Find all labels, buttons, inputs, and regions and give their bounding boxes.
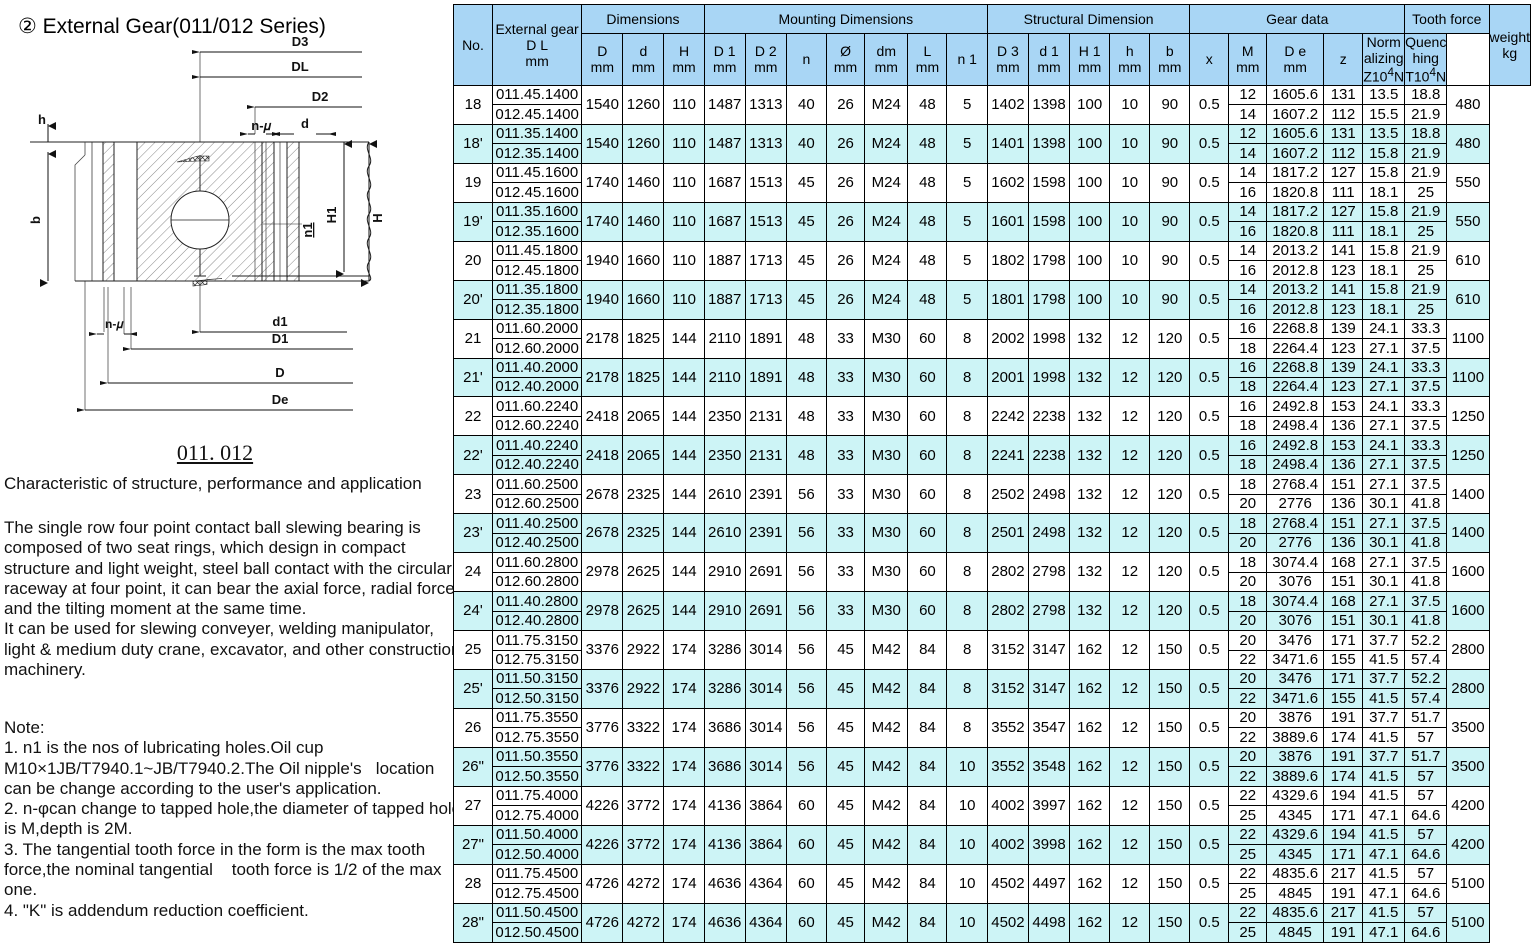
- svg-text:b: b: [28, 216, 43, 224]
- svg-text:h: h: [38, 112, 46, 127]
- svg-text:H1: H1: [324, 207, 339, 224]
- svg-text:DL: DL: [291, 59, 308, 74]
- svg-text:n1: n1: [300, 222, 315, 237]
- svg-text:d1: d1: [272, 314, 287, 329]
- svg-text:n-𝜇: n-𝜇: [251, 118, 271, 133]
- svg-text:D3: D3: [292, 34, 309, 49]
- svg-text:D: D: [275, 365, 284, 380]
- svg-text:D1: D1: [272, 331, 289, 346]
- svg-text:H: H: [370, 213, 385, 222]
- svg-text:D2: D2: [312, 89, 329, 104]
- svg-text:De: De: [272, 392, 289, 407]
- svg-text:d: d: [301, 116, 309, 131]
